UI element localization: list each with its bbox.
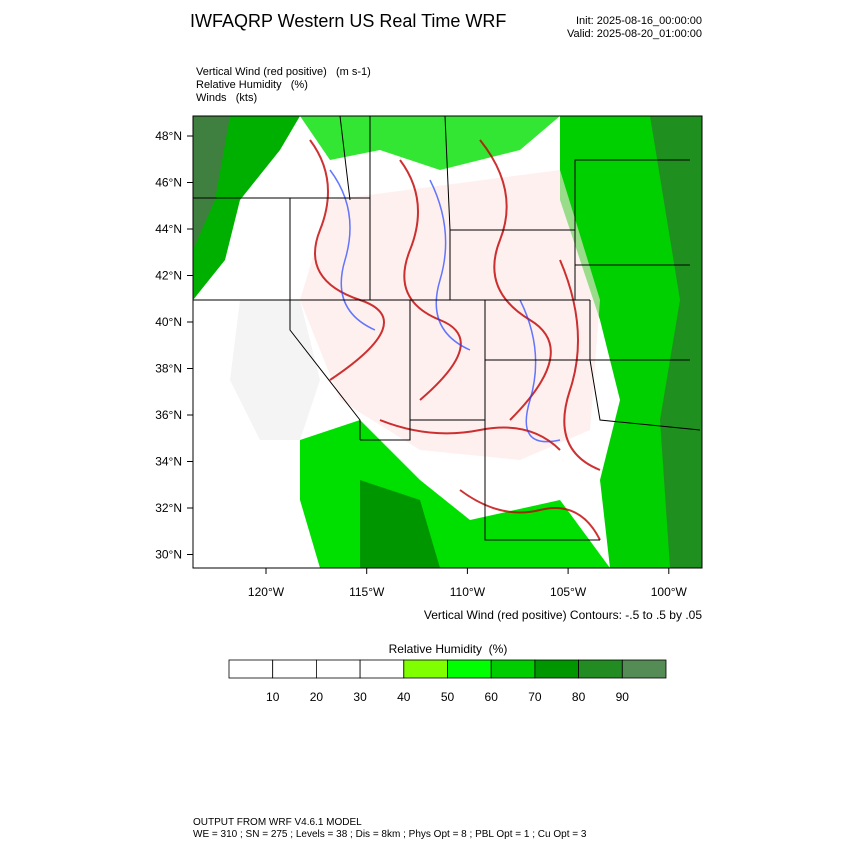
colorbar-box <box>315 659 361 679</box>
lon-label: 120°W <box>248 585 285 599</box>
colorbar-box <box>228 659 274 679</box>
field-label: Relative Humidity (%) <box>196 79 308 91</box>
colorbar-label: 60 <box>485 690 499 704</box>
contour-note: Vertical Wind (red positive) Contours: -… <box>424 608 702 622</box>
lat-label: 44°N <box>155 222 182 236</box>
lat-label: 42°N <box>155 269 182 283</box>
lat-label: 40°N <box>155 315 182 329</box>
lat-label: 36°N <box>155 408 182 422</box>
footer-line: WE = 310 ; SN = 275 ; Levels = 38 ; Dis … <box>193 829 587 840</box>
field-label: Winds (kts) <box>196 92 257 104</box>
field-label: Vertical Wind (red positive) (m s-1) <box>196 66 371 78</box>
colorbar-label: 10 <box>266 690 280 704</box>
colorbar-title: Relative Humidity (%) <box>389 642 508 656</box>
lat-label: 32°N <box>155 501 182 515</box>
colorbar-label: 80 <box>572 690 586 704</box>
colorbar-box <box>534 659 580 679</box>
lon-label: 110°W <box>450 585 486 599</box>
valid-time: Valid: 2025-08-20_01:00:00 <box>567 28 702 40</box>
colorbar-label: 50 <box>441 690 455 704</box>
colorbar-label: 30 <box>353 690 367 704</box>
colorbar-label: 70 <box>528 690 542 704</box>
lat-label: 30°N <box>155 548 182 562</box>
colorbar-box <box>578 659 623 679</box>
lat-label: 34°N <box>155 455 182 469</box>
title: IWFAQRP Western US Real Time WRF <box>190 11 506 31</box>
colorbar-box <box>359 659 405 679</box>
colorbar: 10 20 30 40 50 60 70 80 90 <box>228 659 667 704</box>
colorbar-box <box>621 659 667 679</box>
colorbar-label: 90 <box>616 690 630 704</box>
colorbar-box <box>490 659 536 679</box>
lat-label: 48°N <box>155 129 182 143</box>
lon-label: 115°W <box>349 585 385 599</box>
colorbar-box <box>447 659 492 679</box>
map <box>192 115 703 569</box>
lat-label: 38°N <box>155 362 182 376</box>
lon-label: 100°W <box>651 585 688 599</box>
colorbar-box <box>403 659 448 679</box>
colorbar-label: 40 <box>397 690 411 704</box>
lat-label: 46°N <box>155 176 182 190</box>
axes: 48°N 46°N 44°N 42°N 40°N 38°N 36°N 34°N 32°N 30°N… <box>155 129 687 599</box>
footer-line: OUTPUT FROM WRF V4.6.1 MODEL <box>193 817 362 828</box>
colorbar-box <box>272 659 317 679</box>
init-time: Init: 2025-08-16_00:00:00 <box>576 15 702 27</box>
lon-label: 105°W <box>550 585 587 599</box>
colorbar-label: 20 <box>310 690 324 704</box>
